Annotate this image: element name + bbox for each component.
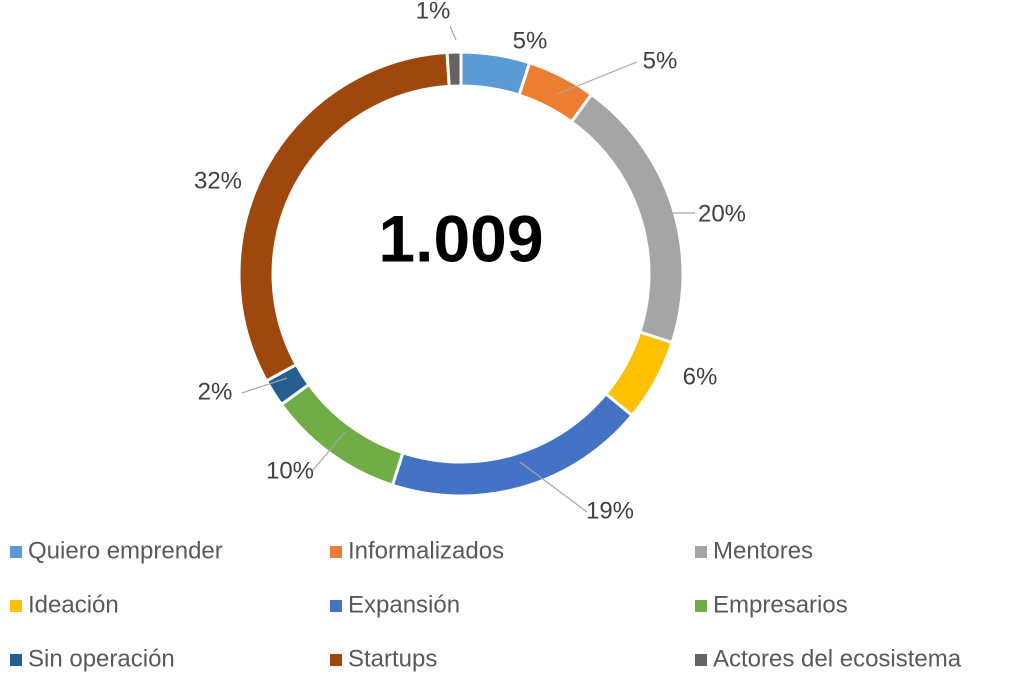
leader-line	[312, 431, 346, 471]
legend-swatch	[330, 546, 342, 558]
leader-line	[241, 377, 288, 394]
legend-label: Expansión	[348, 591, 460, 618]
legend-label: Actores del ecosistema	[713, 645, 962, 672]
data-label: 1%	[416, 0, 451, 24]
legend-label: Sin operación	[28, 645, 175, 672]
donut-slice	[390, 391, 635, 498]
data-label: 6%	[683, 363, 718, 390]
donut-slice	[445, 50, 463, 88]
legend-label: Ideación	[28, 591, 119, 618]
legend-label: Startups	[348, 645, 437, 672]
donut-slice	[569, 92, 685, 345]
leader-line	[449, 25, 457, 41]
data-label: 20%	[698, 200, 746, 227]
data-label: 5%	[513, 27, 548, 54]
legend-swatch	[330, 654, 342, 666]
data-label: 10%	[266, 457, 314, 484]
leader-line	[554, 61, 638, 96]
legend-label: Informalizados	[348, 537, 504, 564]
data-label: 5%	[643, 47, 678, 74]
legend-swatch	[695, 600, 707, 612]
legend-label: Quiero emprender	[28, 537, 223, 564]
legend-swatch	[695, 654, 707, 666]
data-label: 19%	[586, 497, 634, 524]
leader-line	[519, 461, 588, 513]
legend-label: Empresarios	[713, 591, 848, 618]
donut-slice	[459, 50, 532, 98]
legend-swatch	[10, 600, 22, 612]
legend-swatch	[695, 546, 707, 558]
legend-swatch	[10, 546, 22, 558]
legend-label: Mentores	[713, 537, 813, 564]
center-label: 1.009	[378, 201, 543, 275]
legend-swatch	[330, 600, 342, 612]
data-label: 2%	[198, 378, 233, 405]
data-label: 32%	[194, 167, 242, 194]
legend-swatch	[10, 654, 22, 666]
